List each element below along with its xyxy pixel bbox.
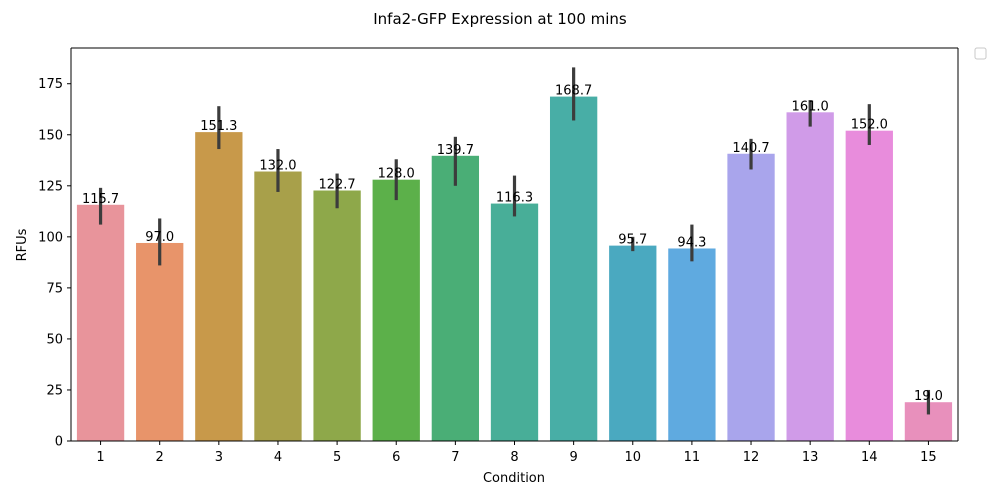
x-axis-label: Condition [483, 471, 545, 486]
data-label: 116.3 [496, 191, 533, 206]
data-label: 161.0 [792, 99, 829, 114]
y-tick-label: 175 [38, 77, 63, 92]
data-label: 139.7 [437, 143, 474, 158]
data-label: 152.0 [851, 118, 888, 133]
bar [254, 171, 302, 441]
data-label: 19.0 [914, 389, 943, 404]
data-label: 97.0 [145, 230, 174, 245]
plot-area: 115.7 97.0 151.3 132.0 122.7 128.0 139.7 116.3 1… [38, 47, 959, 465]
x-tick-label: 14 [861, 450, 878, 465]
x-tick-label: 15 [920, 450, 937, 465]
bar [195, 132, 243, 441]
bar [668, 248, 716, 441]
data-label: 128.0 [378, 167, 415, 182]
y-tick-label: 150 [38, 128, 63, 143]
x-tick-label: 9 [569, 450, 577, 465]
y-tick-label: 125 [38, 179, 63, 194]
legend-box [974, 47, 987, 60]
y-tick-label: 0 [55, 435, 63, 450]
bar [313, 190, 361, 441]
y-axis-label: RFUs [15, 228, 30, 261]
bar [609, 245, 657, 441]
x-tick-label: 4 [274, 450, 282, 465]
data-label: 122.7 [318, 178, 355, 193]
x-tick-label: 12 [743, 450, 760, 465]
bar [136, 242, 184, 441]
y-tick-label: 25 [46, 383, 63, 398]
bar [431, 155, 480, 441]
y-tick-label: 50 [46, 332, 63, 347]
x-tick-label: 11 [684, 450, 701, 465]
data-label: 168.7 [555, 84, 592, 99]
x-tick-label: 10 [624, 450, 641, 465]
x-tick-label: 7 [451, 450, 459, 465]
bar [372, 179, 420, 441]
x-tick-label: 8 [510, 450, 518, 465]
data-label: 140.7 [732, 141, 769, 156]
bar [727, 153, 775, 441]
y-tick-label: 100 [38, 230, 63, 245]
bar [549, 96, 598, 442]
bar [490, 203, 539, 441]
y-tick-label: 75 [46, 281, 63, 296]
x-tick-label: 3 [215, 450, 223, 465]
x-tick-label: 5 [333, 450, 341, 465]
bar [76, 204, 125, 441]
x-tick-label: 1 [96, 450, 104, 465]
data-label: 115.7 [82, 192, 119, 207]
bar [786, 112, 834, 442]
x-tick-label: 6 [392, 450, 400, 465]
x-tick-label: 2 [156, 450, 164, 465]
x-tick-label: 13 [802, 450, 819, 465]
data-label: 94.3 [677, 235, 706, 250]
bar [845, 130, 893, 442]
data-label: 132.0 [259, 159, 296, 174]
data-label: 151.3 [200, 119, 237, 134]
data-label: 95.7 [618, 233, 647, 248]
chart-title: Infa2-GFP Expression at 100 mins [373, 10, 627, 28]
